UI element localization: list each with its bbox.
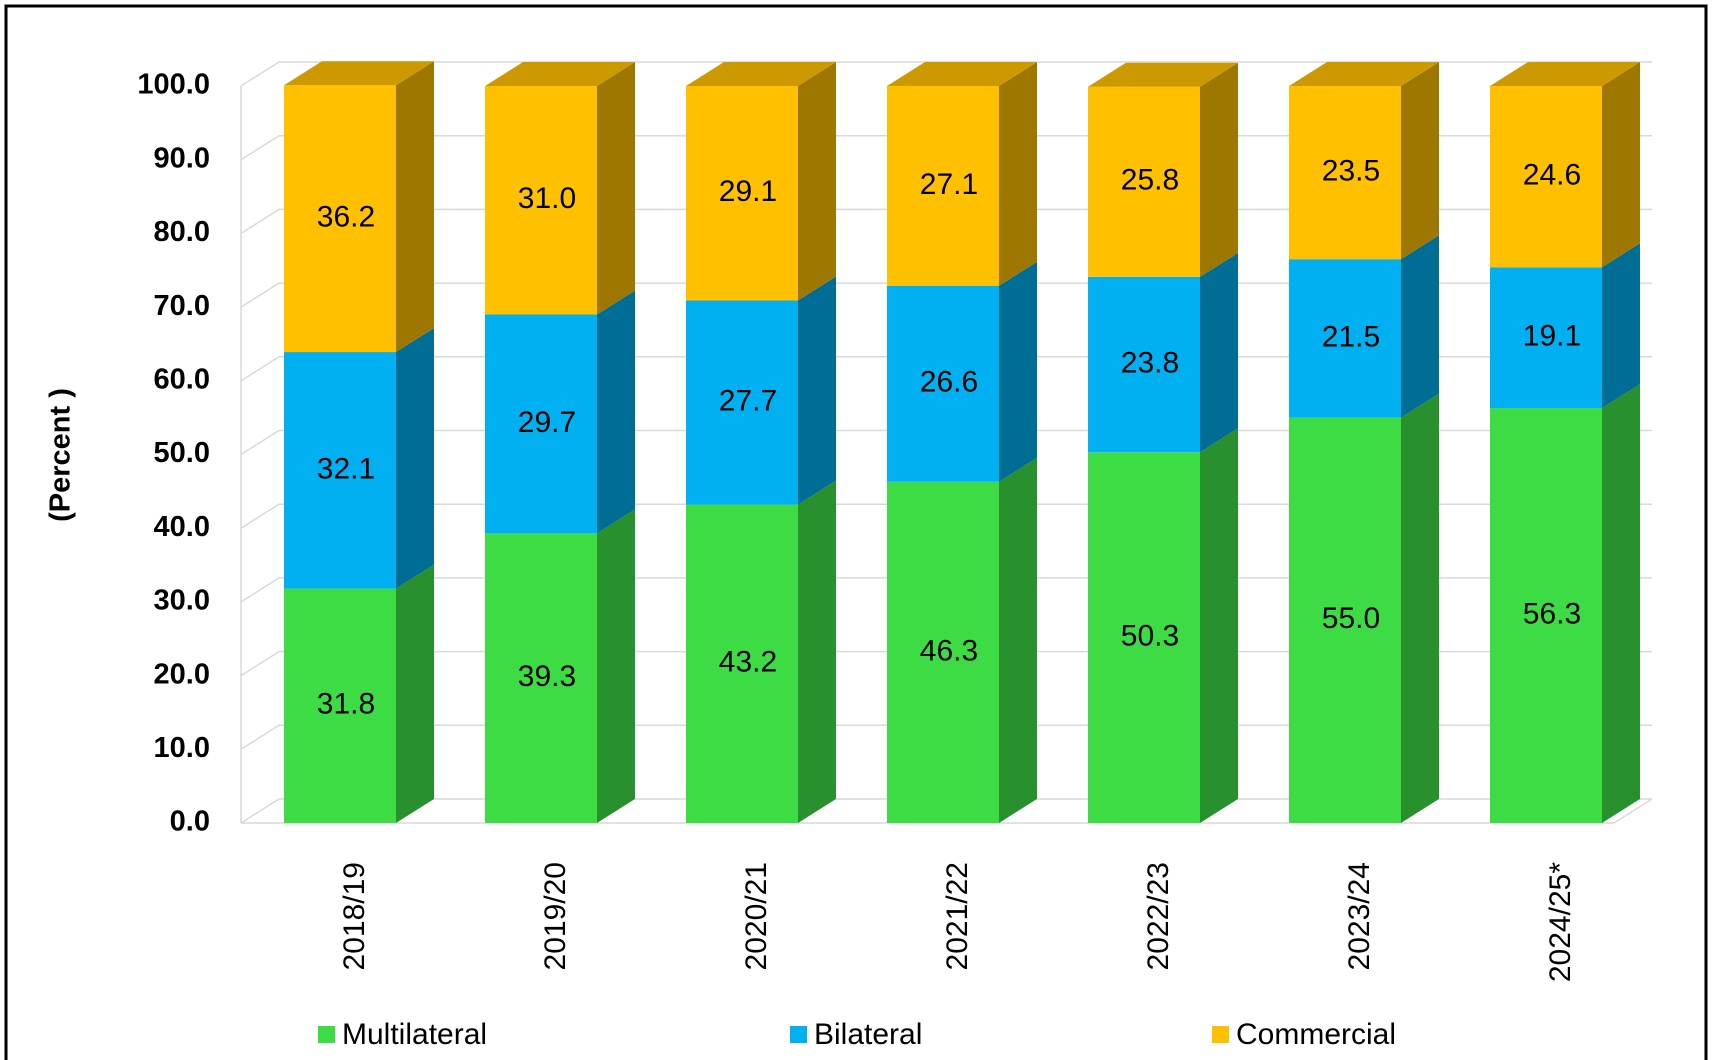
y-tick-label: 80.0 <box>154 216 210 248</box>
data-label: 50.3 <box>1121 620 1179 653</box>
data-label: 24.6 <box>1523 159 1581 192</box>
y-tick-label: 40.0 <box>154 511 210 543</box>
bar-side <box>597 290 635 534</box>
bar-side <box>396 328 434 589</box>
bar-segment <box>887 481 999 823</box>
bar-side <box>597 509 635 823</box>
x-tick-label: 2023/24 <box>1343 862 1376 970</box>
data-label: 31.0 <box>518 182 576 215</box>
data-label: 36.2 <box>317 201 375 234</box>
bar-side <box>999 457 1037 823</box>
grid-line <box>240 61 1652 87</box>
bar-segment <box>1088 276 1200 453</box>
x-tick-label: 2019/20 <box>539 862 572 970</box>
y-tick-label: 100.0 <box>137 69 210 101</box>
data-label: 32.1 <box>317 452 375 485</box>
bar-segment <box>686 300 798 505</box>
legend-label: Commercial <box>1236 1018 1396 1051</box>
bar-side <box>1200 252 1238 453</box>
data-label: 39.3 <box>518 660 576 693</box>
bar-segment <box>1289 86 1401 260</box>
frame <box>4 4 1708 1060</box>
y-tick-label: 10.0 <box>154 732 210 764</box>
bar-segment <box>887 285 999 482</box>
bar-segment <box>887 86 999 286</box>
bar-side <box>1200 428 1238 823</box>
bar-side <box>999 62 1037 286</box>
data-label: 31.8 <box>317 688 375 721</box>
y-tick-label: 20.0 <box>154 658 210 690</box>
bar-segment <box>1490 408 1602 823</box>
x-tick-label: 2024/25* <box>1544 862 1577 982</box>
y-axis-label: (Percent ) <box>45 388 77 522</box>
legend-swatch <box>1212 1026 1229 1043</box>
y-tick-label: 30.0 <box>154 585 210 617</box>
bar-segment <box>686 504 798 823</box>
bar-side <box>798 480 836 823</box>
bar-top <box>887 62 1037 86</box>
bar-segment <box>284 588 396 823</box>
data-label: 55.0 <box>1322 602 1380 635</box>
bar-side <box>1602 384 1640 823</box>
data-label: 27.7 <box>719 384 777 417</box>
bar-segment <box>1289 417 1401 823</box>
y-tick-label: 90.0 <box>154 142 210 174</box>
bar-side <box>798 62 836 301</box>
x-tick-label: 2022/23 <box>1142 862 1175 970</box>
data-label: 29.1 <box>719 175 777 208</box>
x-tick-label: 2018/19 <box>338 862 371 970</box>
y-tick-label: 70.0 <box>154 290 210 322</box>
bar-side <box>1401 393 1439 823</box>
bar-segment <box>1490 86 1602 268</box>
bar-segment <box>1490 267 1602 409</box>
bar-side <box>798 276 836 505</box>
legend-label: Multilateral <box>342 1018 487 1051</box>
bar-segment <box>284 85 396 353</box>
bar-side <box>1401 235 1439 418</box>
bar-segment <box>686 86 798 301</box>
y-tick-label: 0.0 <box>170 806 210 838</box>
bar-top <box>284 61 434 86</box>
bar-side <box>1200 62 1238 277</box>
bar-side <box>999 261 1037 482</box>
data-label: 29.7 <box>518 406 576 439</box>
data-label: 56.3 <box>1523 597 1581 630</box>
bar-segment <box>485 314 597 534</box>
x-tick-label: 2020/21 <box>740 862 773 970</box>
bar-side <box>1602 243 1640 409</box>
bar-segment <box>485 533 597 823</box>
bar-side <box>1602 62 1640 268</box>
x-tick-label: 2021/22 <box>941 862 974 970</box>
data-label: 46.3 <box>920 634 978 667</box>
bar-side <box>1401 62 1439 260</box>
bar-side <box>396 564 434 823</box>
bar-top <box>1088 62 1238 87</box>
data-label: 43.2 <box>719 646 777 679</box>
data-label: 25.8 <box>1121 164 1179 197</box>
legend-label: Bilateral <box>814 1018 922 1051</box>
bar-top <box>1490 62 1640 86</box>
bar-segment <box>284 352 396 589</box>
bar-side <box>597 62 635 315</box>
bar-segment <box>1289 259 1401 418</box>
data-label: 27.1 <box>920 168 978 201</box>
legend-swatch <box>790 1026 807 1043</box>
floor-edge <box>1613 798 1653 824</box>
data-label: 26.6 <box>920 366 978 399</box>
data-label: 23.5 <box>1322 155 1380 188</box>
bar-segment <box>1088 86 1200 277</box>
y-tick-label: 60.0 <box>154 363 210 395</box>
bar-segment <box>1088 452 1200 823</box>
bar-top <box>1289 62 1439 86</box>
y-tick-label: 50.0 <box>154 437 210 469</box>
bar-top <box>485 62 635 86</box>
data-label: 23.8 <box>1121 347 1179 380</box>
bar-side <box>396 61 434 353</box>
legend-swatch <box>318 1026 335 1043</box>
bar-segment <box>485 86 597 315</box>
bar-top <box>686 62 836 86</box>
data-label: 21.5 <box>1322 320 1380 353</box>
data-label: 19.1 <box>1523 320 1581 353</box>
